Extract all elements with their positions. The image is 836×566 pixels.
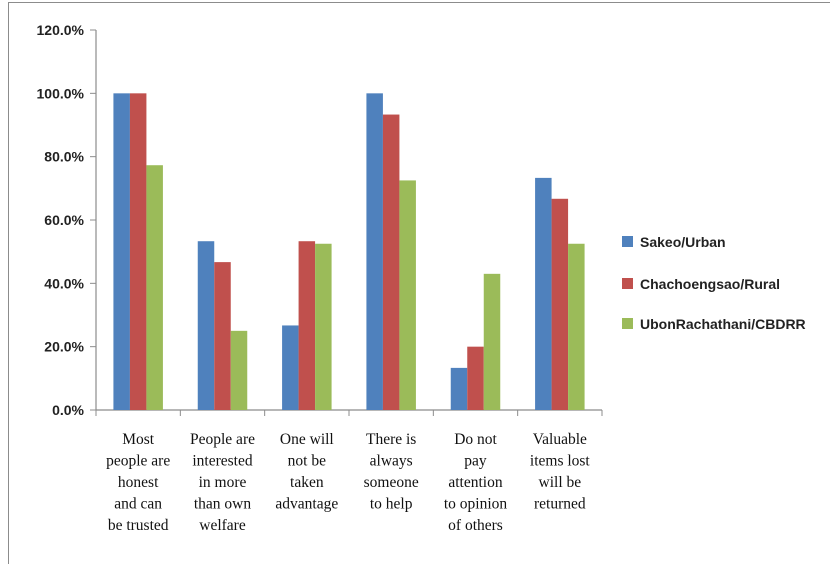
bar-chachoengsao-rural: [467, 346, 484, 410]
bar-sakeo-urban: [535, 177, 552, 410]
x-category-label: There is always someone to help: [364, 431, 419, 513]
bar-chachoengsao-rural: [214, 262, 231, 410]
x-category-label: People are interested in more than own welfa…: [190, 431, 255, 534]
x-category-label: Valuable items lost will be returned: [530, 431, 591, 513]
legend-swatch: [622, 278, 633, 289]
bar-ubonrachathani-cbdrr: [568, 243, 585, 410]
bar-sakeo-urban: [113, 93, 130, 410]
chart-frame: [8, 2, 830, 564]
x-category-label: Do not pay attention to opinion of others: [444, 431, 508, 534]
y-tick-label: 60.0%: [44, 212, 84, 228]
y-tick-labels: 0.0% 20.0% 40.0% 60.0% 80.0% 100.0% 120.0%: [37, 22, 85, 418]
x-category-label: Most people are honest and can be trusted: [106, 431, 170, 534]
y-tick-label: 120.0%: [37, 22, 85, 38]
bar-sakeo-urban: [197, 241, 215, 410]
axes: [90, 29, 603, 416]
bar-chachoengsao-rural: [551, 198, 569, 410]
legend-label: UbonRachathani/CBDRR: [640, 316, 806, 332]
bar-sakeo-urban: [366, 93, 383, 410]
x-category-label: One will not be taken advantage: [275, 431, 338, 513]
bar-ubonrachathani-cbdrr: [483, 273, 501, 410]
y-tick-label: 0.0%: [52, 402, 84, 418]
bar-sakeo-urban: [282, 325, 299, 410]
legend-swatch: [622, 236, 633, 247]
y-tick-label: 100.0%: [37, 85, 85, 101]
x-category-labels: Most people are honest and can be trusted Peo…: [106, 431, 590, 534]
legend-label: Sakeo/Urban: [640, 234, 726, 250]
bar-chachoengsao-rural: [129, 93, 147, 410]
y-tick-label: 40.0%: [44, 275, 84, 291]
y-tick-label: 80.0%: [44, 149, 84, 165]
legend-label: Chachoengsao/Rural: [640, 276, 780, 292]
bar-ubonrachathani-cbdrr: [230, 330, 248, 410]
y-tick-label: 20.0%: [44, 339, 84, 355]
legend-swatch: [622, 318, 633, 329]
bar-chachoengsao-rural: [382, 114, 400, 411]
legend: Sakeo/Urban Chachoengsao/Rural UbonRachath…: [622, 234, 806, 332]
bar-ubonrachathani-cbdrr: [399, 180, 416, 410]
bar-chachoengsao-rural: [298, 241, 316, 410]
bar-ubonrachathani-cbdrr: [315, 243, 332, 410]
bars: [113, 93, 585, 411]
bar-sakeo-urban: [450, 367, 468, 410]
bar-ubonrachathani-cbdrr: [146, 165, 163, 410]
